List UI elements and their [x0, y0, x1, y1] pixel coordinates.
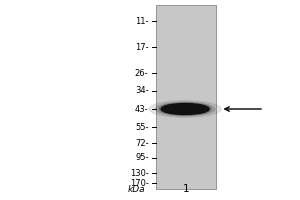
Ellipse shape	[155, 102, 215, 116]
Text: 26-: 26-	[135, 68, 148, 77]
Text: 55-: 55-	[135, 122, 148, 132]
Text: 43-: 43-	[135, 104, 148, 114]
Text: 170-: 170-	[130, 178, 148, 188]
Text: 34-: 34-	[135, 86, 148, 95]
Text: 17-: 17-	[135, 43, 148, 51]
Text: 11-: 11-	[135, 17, 148, 25]
Ellipse shape	[149, 101, 221, 117]
Ellipse shape	[159, 103, 212, 115]
Text: kDa: kDa	[128, 185, 146, 194]
Text: 1: 1	[183, 184, 189, 194]
Text: 130-: 130-	[130, 168, 148, 178]
Ellipse shape	[161, 104, 209, 114]
Text: 95-: 95-	[135, 154, 148, 162]
Bar	[156, 5, 216, 189]
Text: 72-: 72-	[135, 138, 148, 148]
